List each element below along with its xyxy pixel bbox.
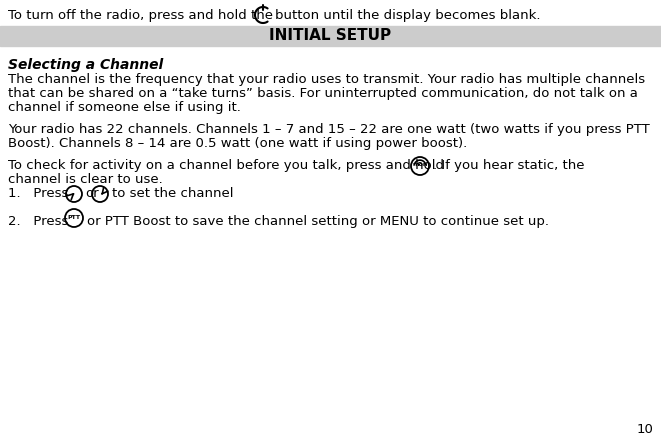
Text: to set the channel: to set the channel (112, 187, 233, 200)
Text: Your radio has 22 channels. Channels 1 – 7 and 15 – 22 are one watt (two watts i: Your radio has 22 channels. Channels 1 –… (8, 123, 650, 136)
Text: Boost). Channels 8 – 14 are 0.5 watt (one watt if using power boost).: Boost). Channels 8 – 14 are 0.5 watt (on… (8, 137, 467, 150)
Text: 1.   Press: 1. Press (8, 187, 68, 200)
Text: or: or (85, 187, 98, 200)
Text: button until the display becomes blank.: button until the display becomes blank. (275, 9, 541, 23)
Text: 2.   Press: 2. Press (8, 215, 68, 228)
Text: channel is clear to use.: channel is clear to use. (8, 173, 163, 186)
Text: The channel is the frequency that your radio uses to transmit. Your radio has mu: The channel is the frequency that your r… (8, 73, 645, 86)
Text: To check for activity on a channel before you talk, press and hold: To check for activity on a channel befor… (8, 159, 444, 172)
Bar (0, 26, 661, 46)
Text: channel if someone else if using it.: channel if someone else if using it. (8, 101, 241, 114)
Text: mon: mon (412, 162, 428, 166)
Text: INITIAL SETUP: INITIAL SETUP (270, 28, 391, 44)
Text: that can be shared on a “take turns” basis. For uninterrupted communication, do : that can be shared on a “take turns” bas… (8, 87, 638, 100)
Text: To turn off the radio, press and hold the: To turn off the radio, press and hold th… (8, 9, 273, 23)
Text: 10: 10 (636, 423, 653, 436)
Text: Selecting a Channel: Selecting a Channel (8, 58, 163, 72)
Text: . If you hear static, the: . If you hear static, the (433, 159, 584, 172)
Text: or PTT Boost to save the channel setting or MENU to continue set up.: or PTT Boost to save the channel setting… (87, 215, 549, 228)
Text: PTT: PTT (67, 214, 81, 219)
